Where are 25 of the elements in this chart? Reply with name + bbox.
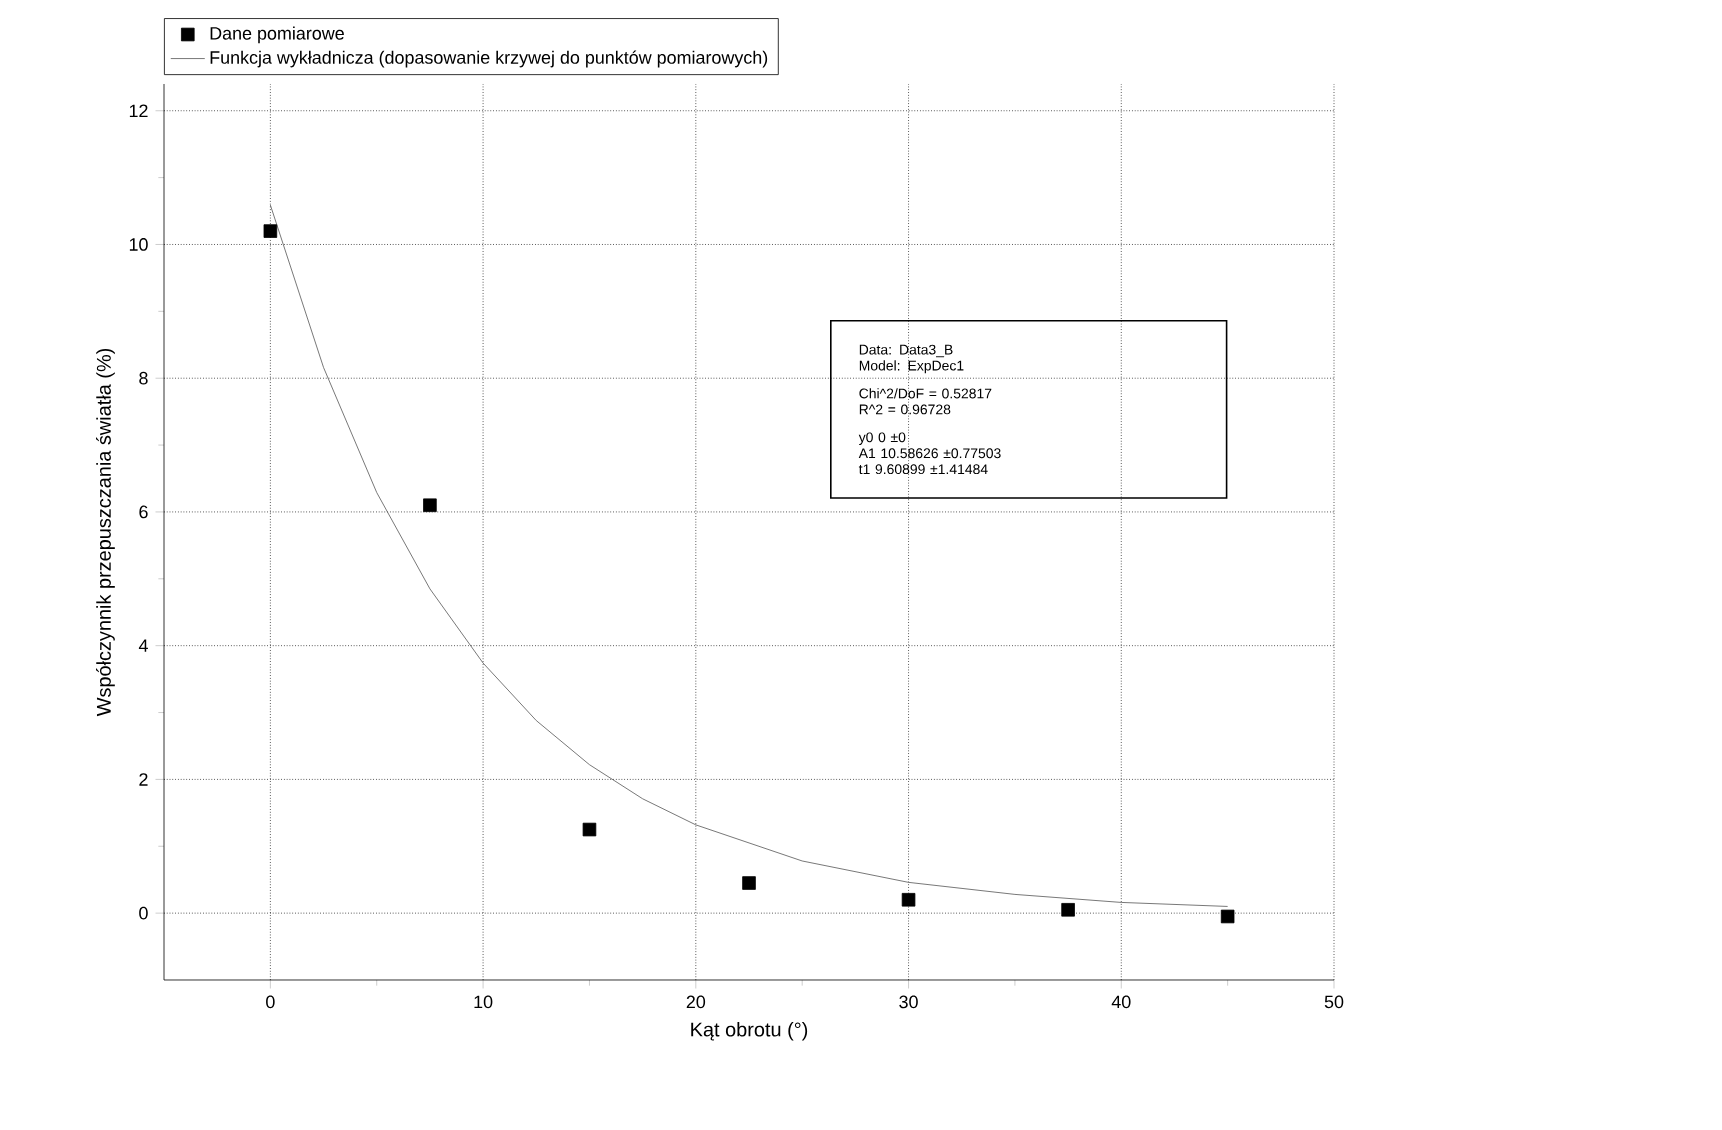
y-tick-label: 8 bbox=[139, 371, 148, 385]
x-axis-title: Kąt obrotu (°) bbox=[691, 1021, 808, 1041]
y-tick-label: 6 bbox=[139, 505, 148, 519]
point bbox=[263, 224, 278, 238]
point bbox=[901, 892, 916, 907]
point bbox=[423, 498, 437, 513]
y-tick-label: 2 bbox=[139, 773, 148, 786]
legend-label: Dane pomiarowe bbox=[210, 26, 344, 44]
point bbox=[1061, 903, 1075, 917]
y-tick-label: 4 bbox=[138, 639, 148, 652]
point bbox=[742, 876, 756, 890]
y-axis-title: Współczynnik przepuszczania światła (%) bbox=[96, 348, 115, 717]
legend-label: Funkcja wykładnicza (dopasowanie krzywej do punktów pomiarowych) bbox=[210, 50, 768, 68]
x-tick-label: 30 bbox=[899, 995, 918, 1009]
y-tick-label: 0 bbox=[139, 906, 148, 920]
y-tick-label: 10 bbox=[129, 238, 148, 251]
x-tick-label: 40 bbox=[1111, 995, 1131, 1009]
y-tick-label: 12 bbox=[129, 104, 148, 117]
line-series bbox=[269, 204, 1229, 907]
point bbox=[582, 822, 597, 837]
x-tick-label: 50 bbox=[1324, 995, 1344, 1009]
x-tick-label: 10 bbox=[474, 995, 493, 1009]
point bbox=[1220, 909, 1235, 924]
x-tick-label: 0 bbox=[266, 995, 275, 1009]
x-tick-label: 20 bbox=[686, 995, 706, 1009]
